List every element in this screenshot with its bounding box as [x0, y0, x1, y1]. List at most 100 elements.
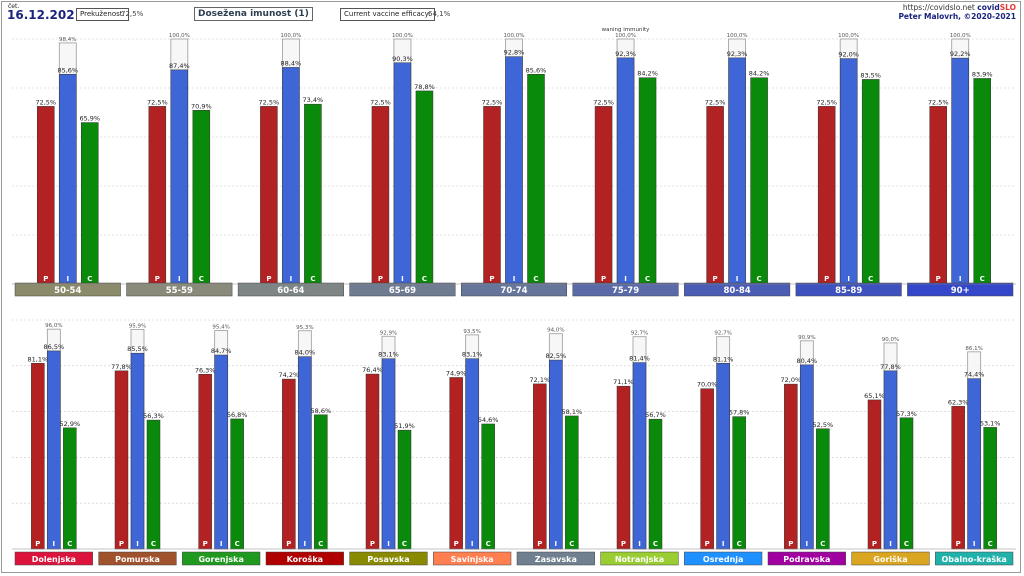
- category-label: 75-79: [612, 286, 639, 296]
- category-label: 50-54: [54, 286, 81, 296]
- data-label: 58,6%: [311, 407, 332, 415]
- bar-c: [314, 414, 328, 550]
- data-label: 78,8%: [414, 83, 435, 91]
- data-label: 62,3%: [948, 398, 969, 406]
- waning-label: 90,0%: [882, 337, 899, 343]
- chart-title: Dosežena imunost (1): [194, 7, 313, 21]
- data-label: 86,5%: [44, 343, 65, 351]
- category-label: Notranjska: [615, 555, 664, 564]
- series-letter: C: [737, 540, 742, 548]
- data-label: 72,5%: [370, 98, 391, 106]
- waning-label: 92,7%: [714, 331, 731, 337]
- data-label: 52,9%: [60, 420, 81, 428]
- series-letter: P: [35, 540, 40, 548]
- bar-c: [527, 74, 545, 285]
- day-label: čet.: [8, 3, 20, 10]
- series-letter: P: [43, 275, 48, 283]
- series-letter: I: [889, 540, 892, 548]
- data-label: 92,0%: [838, 51, 859, 59]
- category-label-bg: [237, 282, 344, 297]
- data-label: 84,2%: [637, 70, 658, 78]
- category-label-bg: [572, 282, 679, 297]
- data-label: 83,1%: [378, 351, 399, 359]
- bar-c: [565, 415, 579, 550]
- category-label: Zasavska: [535, 555, 577, 564]
- bar-p: [867, 399, 882, 550]
- series-letter: P: [713, 275, 718, 283]
- bar-i: [549, 359, 563, 550]
- data-label: 72,5%: [816, 98, 837, 106]
- series-letter: C: [402, 540, 407, 548]
- series-letter: C: [151, 540, 156, 548]
- series-letter: C: [645, 275, 650, 283]
- bar-p: [594, 106, 613, 285]
- data-label: 57,8%: [729, 409, 750, 417]
- series-letter: I: [220, 540, 223, 548]
- data-label: 65,1%: [864, 392, 885, 400]
- category-label: Podravska: [783, 555, 830, 564]
- series-letter: C: [653, 540, 658, 548]
- category-label: 85-89: [835, 286, 862, 296]
- waning-label: 100,0%: [504, 33, 525, 39]
- series-letter: P: [378, 275, 383, 283]
- data-label: 54,6%: [478, 416, 499, 424]
- category-label: Gorenjska: [198, 555, 243, 564]
- data-label: 92,2%: [950, 50, 971, 58]
- data-label: 82,5%: [546, 352, 567, 360]
- series-letter: P: [956, 540, 961, 548]
- category-label: 90+: [951, 286, 970, 296]
- bar-i: [214, 354, 228, 550]
- data-label: 51,9%: [394, 422, 415, 430]
- data-label: 83,9%: [972, 70, 993, 78]
- series-letter: P: [788, 540, 793, 548]
- category-label-bg: [349, 551, 428, 566]
- series-letter: P: [824, 275, 829, 283]
- data-label: 57,3%: [896, 410, 917, 418]
- bar-c: [397, 429, 412, 550]
- bar-i: [381, 358, 396, 550]
- data-label: 74,9%: [446, 369, 467, 377]
- waning-label: 100,0%: [392, 33, 413, 39]
- bar-c: [973, 78, 991, 285]
- series-letter: C: [904, 540, 909, 548]
- series-letter: I: [290, 275, 293, 283]
- waning-label: 92,7%: [631, 331, 648, 337]
- data-label: 85,5%: [127, 345, 148, 353]
- data-label: 72,5%: [593, 98, 614, 106]
- bar-p: [616, 385, 631, 550]
- data-label: 72,5%: [35, 98, 56, 106]
- data-label: 92,8%: [504, 49, 525, 57]
- category-label: Dolenjska: [32, 555, 76, 564]
- category-label-bg: [265, 551, 344, 566]
- series-letter: P: [454, 540, 459, 548]
- data-label: 84,2%: [749, 70, 770, 78]
- series-letter: I: [959, 275, 962, 283]
- data-label: 84,0%: [295, 349, 316, 357]
- data-label: 92,3%: [727, 50, 748, 58]
- series-letter: P: [537, 540, 542, 548]
- category-label-bg: [460, 282, 568, 297]
- category-label: Savinjska: [451, 555, 494, 564]
- series-letter: C: [235, 540, 240, 548]
- site-link[interactable]: https://covidslo.net: [902, 3, 975, 12]
- series-letter: I: [304, 540, 307, 548]
- data-label: 58,1%: [562, 408, 583, 416]
- series-letter: C: [199, 275, 204, 283]
- data-label: 72,5%: [147, 98, 168, 106]
- bar-c: [192, 110, 211, 285]
- bar-p: [198, 374, 212, 550]
- series-letter: C: [67, 540, 72, 548]
- category-label: Posavska: [367, 555, 409, 564]
- series-letter: P: [936, 275, 941, 283]
- category-label-bg: [767, 551, 846, 566]
- bar-i: [800, 364, 814, 550]
- series-letter: I: [471, 540, 474, 548]
- data-label: 70,0%: [697, 381, 718, 389]
- bar-c: [648, 418, 663, 550]
- series-letter: I: [401, 275, 404, 283]
- bar-i: [616, 57, 635, 285]
- data-label: 83,5%: [860, 71, 881, 79]
- bar-c: [81, 122, 99, 285]
- bar-p: [371, 106, 390, 285]
